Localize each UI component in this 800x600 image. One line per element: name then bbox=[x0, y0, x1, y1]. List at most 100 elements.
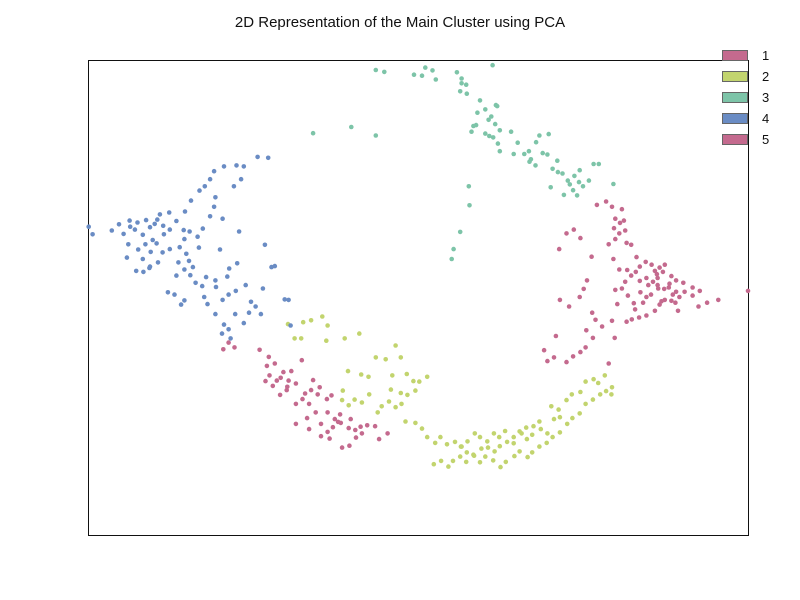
data-point-series-2 bbox=[465, 439, 470, 444]
data-point-series-2 bbox=[564, 397, 569, 403]
data-point-series-2 bbox=[424, 434, 430, 440]
data-point-series-1 bbox=[372, 423, 378, 429]
data-point-series-3 bbox=[349, 124, 354, 130]
data-point-series-2 bbox=[419, 426, 425, 431]
data-point-series-4 bbox=[202, 184, 208, 189]
data-point-series-4 bbox=[282, 297, 288, 302]
data-point-series-1 bbox=[578, 349, 583, 355]
data-point-series-1 bbox=[300, 396, 305, 402]
data-point-series-4 bbox=[196, 245, 202, 250]
data-point-series-4 bbox=[243, 282, 248, 288]
data-point-series-4 bbox=[177, 244, 182, 250]
data-point-series-2 bbox=[502, 428, 508, 434]
data-point-series-1 bbox=[697, 288, 703, 294]
data-point-series-2 bbox=[379, 404, 385, 409]
data-point-series-1 bbox=[611, 256, 616, 262]
data-point-series-1 bbox=[318, 421, 324, 427]
data-point-series-1 bbox=[690, 293, 695, 298]
data-point-series-4 bbox=[288, 323, 293, 328]
legend-swatch-1 bbox=[722, 50, 748, 61]
data-point-series-1 bbox=[609, 318, 615, 324]
data-point-series-4 bbox=[154, 241, 159, 246]
data-point-series-4 bbox=[220, 297, 225, 303]
data-point-series-4 bbox=[225, 274, 230, 279]
data-point-series-4 bbox=[213, 284, 219, 290]
data-point-series-1 bbox=[221, 347, 226, 352]
data-point-series-2 bbox=[511, 434, 516, 440]
data-point-series-1 bbox=[624, 240, 629, 246]
data-point-series-1 bbox=[704, 300, 710, 306]
legend-label-3: 3 bbox=[762, 90, 770, 105]
data-point-series-3 bbox=[580, 184, 586, 189]
data-point-series-3 bbox=[411, 72, 417, 77]
data-point-series-4 bbox=[90, 232, 95, 237]
data-point-series-1 bbox=[634, 254, 639, 260]
data-point-series-1 bbox=[266, 354, 272, 360]
data-point-series-2 bbox=[438, 458, 444, 464]
data-point-series-4 bbox=[147, 265, 152, 271]
data-point-series-4 bbox=[255, 154, 260, 160]
data-point-series-2 bbox=[352, 397, 357, 402]
data-point-series-4 bbox=[213, 278, 218, 283]
data-point-series-3 bbox=[449, 256, 455, 262]
data-point-series-1 bbox=[615, 301, 620, 307]
data-point-series-2 bbox=[590, 397, 596, 402]
data-point-series-4 bbox=[135, 247, 141, 252]
data-point-series-3 bbox=[490, 62, 495, 68]
data-point-series-3 bbox=[527, 159, 532, 164]
data-point-series-3 bbox=[497, 128, 503, 133]
data-point-series-1 bbox=[716, 297, 721, 303]
data-point-series-4 bbox=[174, 218, 179, 224]
data-point-series-3 bbox=[467, 203, 472, 208]
data-point-series-4 bbox=[150, 237, 155, 243]
data-point-series-1 bbox=[677, 294, 682, 300]
data-point-series-4 bbox=[221, 164, 227, 169]
data-point-series-4 bbox=[211, 204, 217, 210]
data-point-series-3 bbox=[486, 117, 491, 123]
data-point-series-2 bbox=[544, 440, 549, 446]
data-point-series-1 bbox=[637, 278, 643, 284]
data-point-series-1 bbox=[293, 421, 299, 427]
data-point-series-3 bbox=[433, 77, 439, 82]
data-point-series-1 bbox=[571, 227, 577, 232]
data-point-series-1 bbox=[353, 435, 359, 440]
data-point-series-2 bbox=[511, 441, 516, 446]
data-point-series-1 bbox=[358, 424, 363, 430]
data-point-series-3 bbox=[537, 133, 542, 138]
legend-label-4: 4 bbox=[762, 111, 770, 126]
data-point-series-1 bbox=[329, 393, 334, 398]
data-point-series-1 bbox=[308, 387, 314, 393]
data-point-series-2 bbox=[386, 399, 392, 404]
data-point-series-4 bbox=[213, 195, 218, 200]
data-point-series-3 bbox=[591, 161, 596, 167]
data-point-series-2 bbox=[366, 392, 372, 397]
data-point-series-4 bbox=[172, 292, 177, 297]
data-point-series-1 bbox=[648, 292, 654, 297]
data-point-series-4 bbox=[234, 261, 240, 266]
data-point-series-1 bbox=[385, 431, 390, 436]
data-point-series-3 bbox=[540, 150, 545, 156]
data-point-series-2 bbox=[504, 439, 510, 445]
data-point-series-1 bbox=[659, 299, 664, 304]
data-point-series-3 bbox=[419, 73, 425, 78]
data-point-series-4 bbox=[143, 217, 149, 223]
data-point-series-1 bbox=[566, 304, 572, 309]
data-point-series-2 bbox=[557, 430, 563, 435]
legend-item-4: 4 bbox=[722, 108, 769, 129]
data-point-series-3 bbox=[457, 229, 463, 235]
data-point-series-1 bbox=[643, 259, 648, 265]
data-point-series-3 bbox=[572, 173, 577, 179]
data-point-series-2 bbox=[390, 373, 395, 378]
data-point-series-4 bbox=[116, 222, 122, 227]
data-point-series-1 bbox=[657, 265, 662, 270]
data-point-series-1 bbox=[660, 269, 666, 275]
data-point-series-1 bbox=[628, 242, 634, 248]
data-point-series-2 bbox=[538, 426, 544, 432]
data-point-series-3 bbox=[469, 129, 474, 134]
data-point-series-4 bbox=[272, 263, 278, 269]
data-point-series-2 bbox=[503, 459, 509, 465]
data-point-series-4 bbox=[226, 266, 232, 271]
data-point-series-4 bbox=[205, 301, 210, 307]
data-point-series-1 bbox=[313, 410, 319, 415]
data-point-series-4 bbox=[190, 264, 196, 270]
